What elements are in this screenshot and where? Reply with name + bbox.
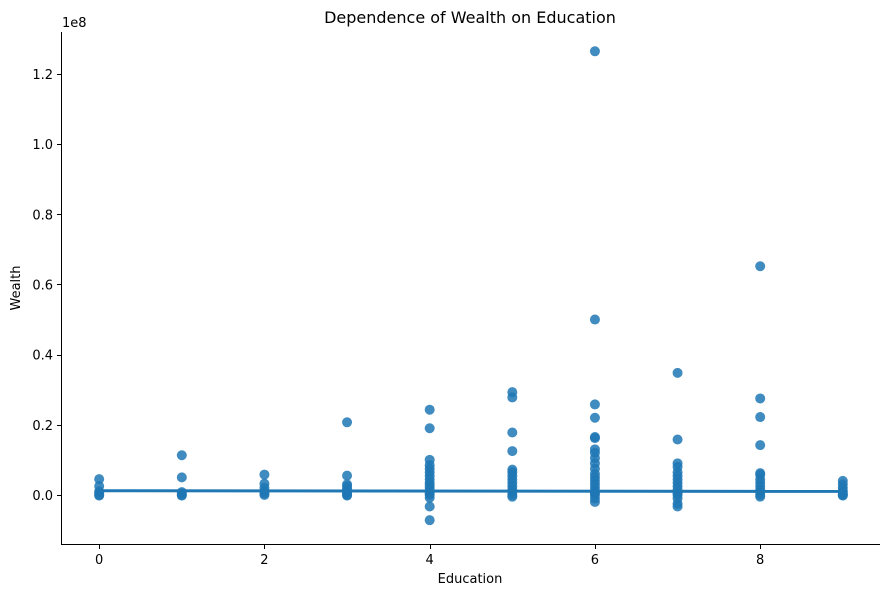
data-point-81 <box>672 434 683 445</box>
data-point-6 <box>176 450 187 461</box>
data-point-79 <box>589 496 600 507</box>
data-point-48 <box>507 446 518 457</box>
x-axis-ticks: 0 2 4 6 8 <box>95 544 764 568</box>
y-tick-label-1: 0.2 <box>32 419 53 434</box>
data-point-17 <box>259 489 270 500</box>
data-point-62 <box>589 412 600 423</box>
data-point-59 <box>589 46 600 57</box>
data-point-0 <box>94 474 105 485</box>
data-point-5 <box>94 490 105 501</box>
data-point-44 <box>424 515 435 526</box>
y-tick-label-3: 0.6 <box>32 278 53 293</box>
x-tick-label-3: 6 <box>591 553 599 568</box>
data-point-97 <box>755 412 766 423</box>
data-point-98 <box>755 440 766 451</box>
data-point-43 <box>424 501 435 512</box>
y-tick-label-0: 0.0 <box>32 489 53 504</box>
x-tick-label-2: 4 <box>426 553 434 568</box>
data-point-58 <box>507 491 518 502</box>
data-point-29 <box>424 423 435 434</box>
y-tick-label-6: 1.2 <box>32 68 53 83</box>
regression-line <box>99 489 843 493</box>
x-tick-label-1: 2 <box>260 553 268 568</box>
data-point-96 <box>755 393 766 404</box>
data-point-12 <box>259 469 270 480</box>
x-tick-label-0: 0 <box>95 553 103 568</box>
data-point-115 <box>837 490 848 501</box>
data-point-28 <box>424 404 435 415</box>
data-point-94 <box>672 501 683 512</box>
data-point-60 <box>589 314 600 325</box>
data-point-27 <box>342 490 353 501</box>
y-axis-label: Wealth <box>9 265 24 310</box>
data-point-80 <box>672 367 683 378</box>
data-point-107 <box>755 491 766 502</box>
data-point-42 <box>424 492 435 503</box>
y-tick-label-2: 0.4 <box>32 349 53 364</box>
data-points <box>94 46 848 526</box>
data-point-46 <box>507 392 518 403</box>
plot-area <box>94 46 848 526</box>
chart-title: Dependence of Wealth on Education <box>324 8 616 27</box>
y-tick-label-5: 1.0 <box>32 138 53 153</box>
data-point-11 <box>176 490 187 501</box>
data-point-47 <box>507 427 518 438</box>
data-point-19 <box>342 470 353 481</box>
data-point-64 <box>589 433 600 444</box>
regression-line-layer <box>99 489 843 493</box>
y-tick-label-4: 0.8 <box>32 208 53 223</box>
y-axis-ticks: 0.0 0.2 0.4 0.6 0.8 1.0 1.2 <box>32 68 62 504</box>
data-point-95 <box>755 261 766 272</box>
x-tick-label-4: 8 <box>756 553 764 568</box>
x-axis-label: Education <box>438 572 503 587</box>
data-point-61 <box>589 399 600 410</box>
data-point-18 <box>342 417 353 428</box>
data-point-7 <box>176 472 187 483</box>
y-axis-exponent-label: 1e8 <box>62 16 87 31</box>
